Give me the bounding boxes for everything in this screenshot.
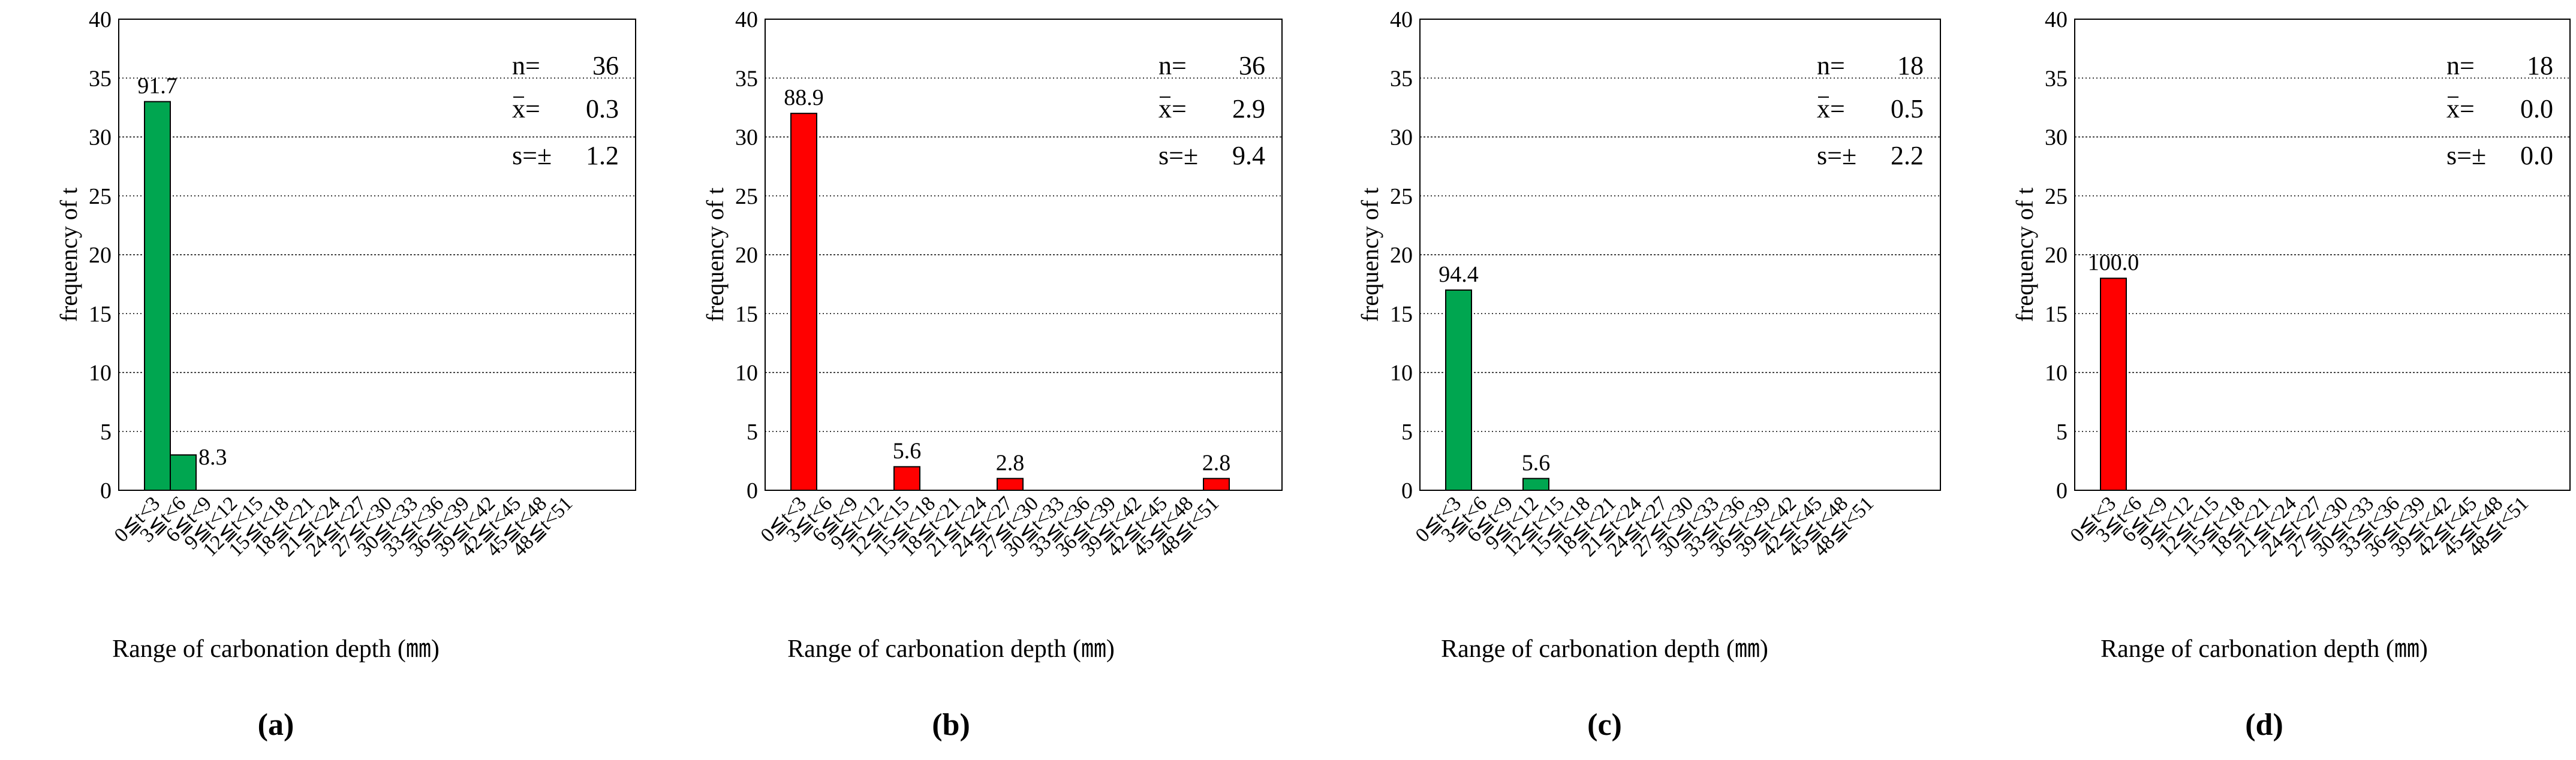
data-label: 2.8	[1202, 450, 1231, 475]
plot-area	[2074, 19, 2571, 491]
panel-caption: (d)	[2245, 708, 2283, 742]
y-axis-label: frequency of t	[55, 188, 82, 322]
y-tick-label: 10	[735, 361, 758, 386]
y-tick-label: 30	[735, 125, 758, 150]
chart-panel-a: 051015202530354091.78.30≦t<33≦t<66≦t<99≦…	[55, 7, 636, 742]
y-tick-label: 30	[2045, 125, 2068, 150]
data-label: 94.4	[1439, 262, 1479, 287]
y-tick-label: 15	[89, 301, 112, 327]
panel-caption: (c)	[1587, 708, 1622, 742]
y-tick-label: 5	[1401, 420, 1413, 445]
plot-area	[1419, 19, 1941, 491]
stat-label: n=	[1817, 51, 1845, 80]
y-tick-label: 35	[89, 66, 112, 91]
data-label: 5.6	[1522, 450, 1551, 475]
data-label: 2.8	[996, 450, 1025, 475]
stat-value: 18	[2527, 51, 2553, 80]
stat-value: 18	[1897, 51, 1924, 80]
stat-value: 9.4	[1232, 141, 1265, 170]
y-tick-label: 35	[735, 66, 758, 91]
stat-label: s=±	[1158, 141, 1198, 170]
x-axis-label: Range of carbonation depth (㎜)	[1441, 635, 1768, 663]
bar	[790, 113, 817, 491]
stat-value: 0.5	[1891, 94, 1924, 123]
chart-panel-c: 051015202530354094.45.60≦t<33≦t<66≦t<99≦…	[1356, 7, 1941, 742]
y-tick-label: 5	[747, 420, 758, 445]
stat-label: x=	[512, 94, 540, 123]
y-tick-label: 10	[2045, 361, 2068, 386]
y-tick-label: 30	[1390, 125, 1413, 150]
bar	[1445, 289, 1472, 491]
stat-value: 0.3	[586, 94, 619, 123]
bar	[1522, 478, 1549, 491]
y-tick-label: 30	[89, 125, 112, 150]
bar	[144, 101, 171, 491]
y-tick-label: 0	[100, 478, 112, 503]
y-tick-label: 20	[89, 243, 112, 268]
y-axis-label: frequency of t	[702, 188, 729, 322]
y-tick-label: 20	[2045, 243, 2068, 268]
stat-label: s=±	[512, 141, 552, 170]
stat-value: 1.2	[586, 141, 619, 170]
stat-value: 2.9	[1232, 94, 1265, 123]
bar	[2100, 278, 2127, 491]
y-axis-label: frequency of t	[2011, 188, 2038, 322]
y-tick-label: 0	[2056, 478, 2068, 503]
y-tick-label: 5	[100, 420, 112, 445]
chart-panel-d: 0510152025303540100.00≦t<33≦t<66≦t<99≦t<…	[2011, 7, 2571, 742]
y-tick-label: 5	[2056, 420, 2068, 445]
y-tick-label: 15	[735, 301, 758, 327]
y-tick-label: 25	[2045, 184, 2068, 209]
y-tick-label: 40	[1390, 7, 1413, 32]
y-tick-label: 40	[2045, 7, 2068, 32]
y-tick-label: 35	[1390, 66, 1413, 91]
data-label: 8.3	[198, 445, 227, 470]
data-label: 100.0	[2088, 250, 2139, 275]
stat-label: s=±	[1817, 141, 1856, 170]
bar	[893, 466, 920, 491]
bar	[170, 454, 197, 491]
y-tick-label: 15	[1390, 301, 1413, 327]
stat-value: 2.2	[1891, 141, 1924, 170]
stat-value: 0.0	[2520, 94, 2553, 123]
y-tick-label: 10	[1390, 361, 1413, 386]
stat-label: n=	[512, 51, 540, 80]
y-tick-label: 15	[2045, 301, 2068, 327]
stat-label: x=	[1158, 94, 1187, 123]
x-axis-label: Range of carbonation depth (㎜)	[787, 635, 1115, 663]
y-tick-label: 25	[735, 184, 758, 209]
y-tick-label: 25	[1390, 184, 1413, 209]
y-tick-label: 0	[1401, 478, 1413, 503]
bar	[1203, 478, 1230, 491]
data-label: 91.7	[137, 74, 177, 99]
stat-label: x=	[1817, 94, 1845, 123]
stat-label: n=	[1158, 51, 1187, 80]
stat-label: x=	[2446, 94, 2475, 123]
stat-value: 36	[1239, 51, 1265, 80]
y-tick-label: 40	[735, 7, 758, 32]
y-tick-label: 25	[89, 184, 112, 209]
stat-value: 0.0	[2520, 141, 2553, 170]
y-tick-label: 10	[89, 361, 112, 386]
y-axis-label: frequency of t	[1356, 188, 1383, 322]
data-label: 88.9	[784, 85, 824, 110]
y-tick-label: 40	[89, 7, 112, 32]
y-tick-label: 35	[2045, 66, 2068, 91]
y-tick-label: 20	[735, 243, 758, 268]
stat-value: 36	[592, 51, 619, 80]
stat-label: s=±	[2446, 141, 2486, 170]
x-axis-label: Range of carbonation depth (㎜)	[2100, 635, 2428, 663]
x-axis-label: Range of carbonation depth (㎜)	[112, 635, 440, 663]
panel-caption: (b)	[932, 708, 970, 742]
y-tick-label: 20	[1390, 243, 1413, 268]
stat-label: n=	[2446, 51, 2475, 80]
y-tick-label: 0	[747, 478, 758, 503]
data-label: 5.6	[893, 439, 922, 464]
panel-caption: (a)	[258, 708, 294, 742]
bar	[997, 478, 1024, 491]
plot-area	[118, 19, 636, 491]
